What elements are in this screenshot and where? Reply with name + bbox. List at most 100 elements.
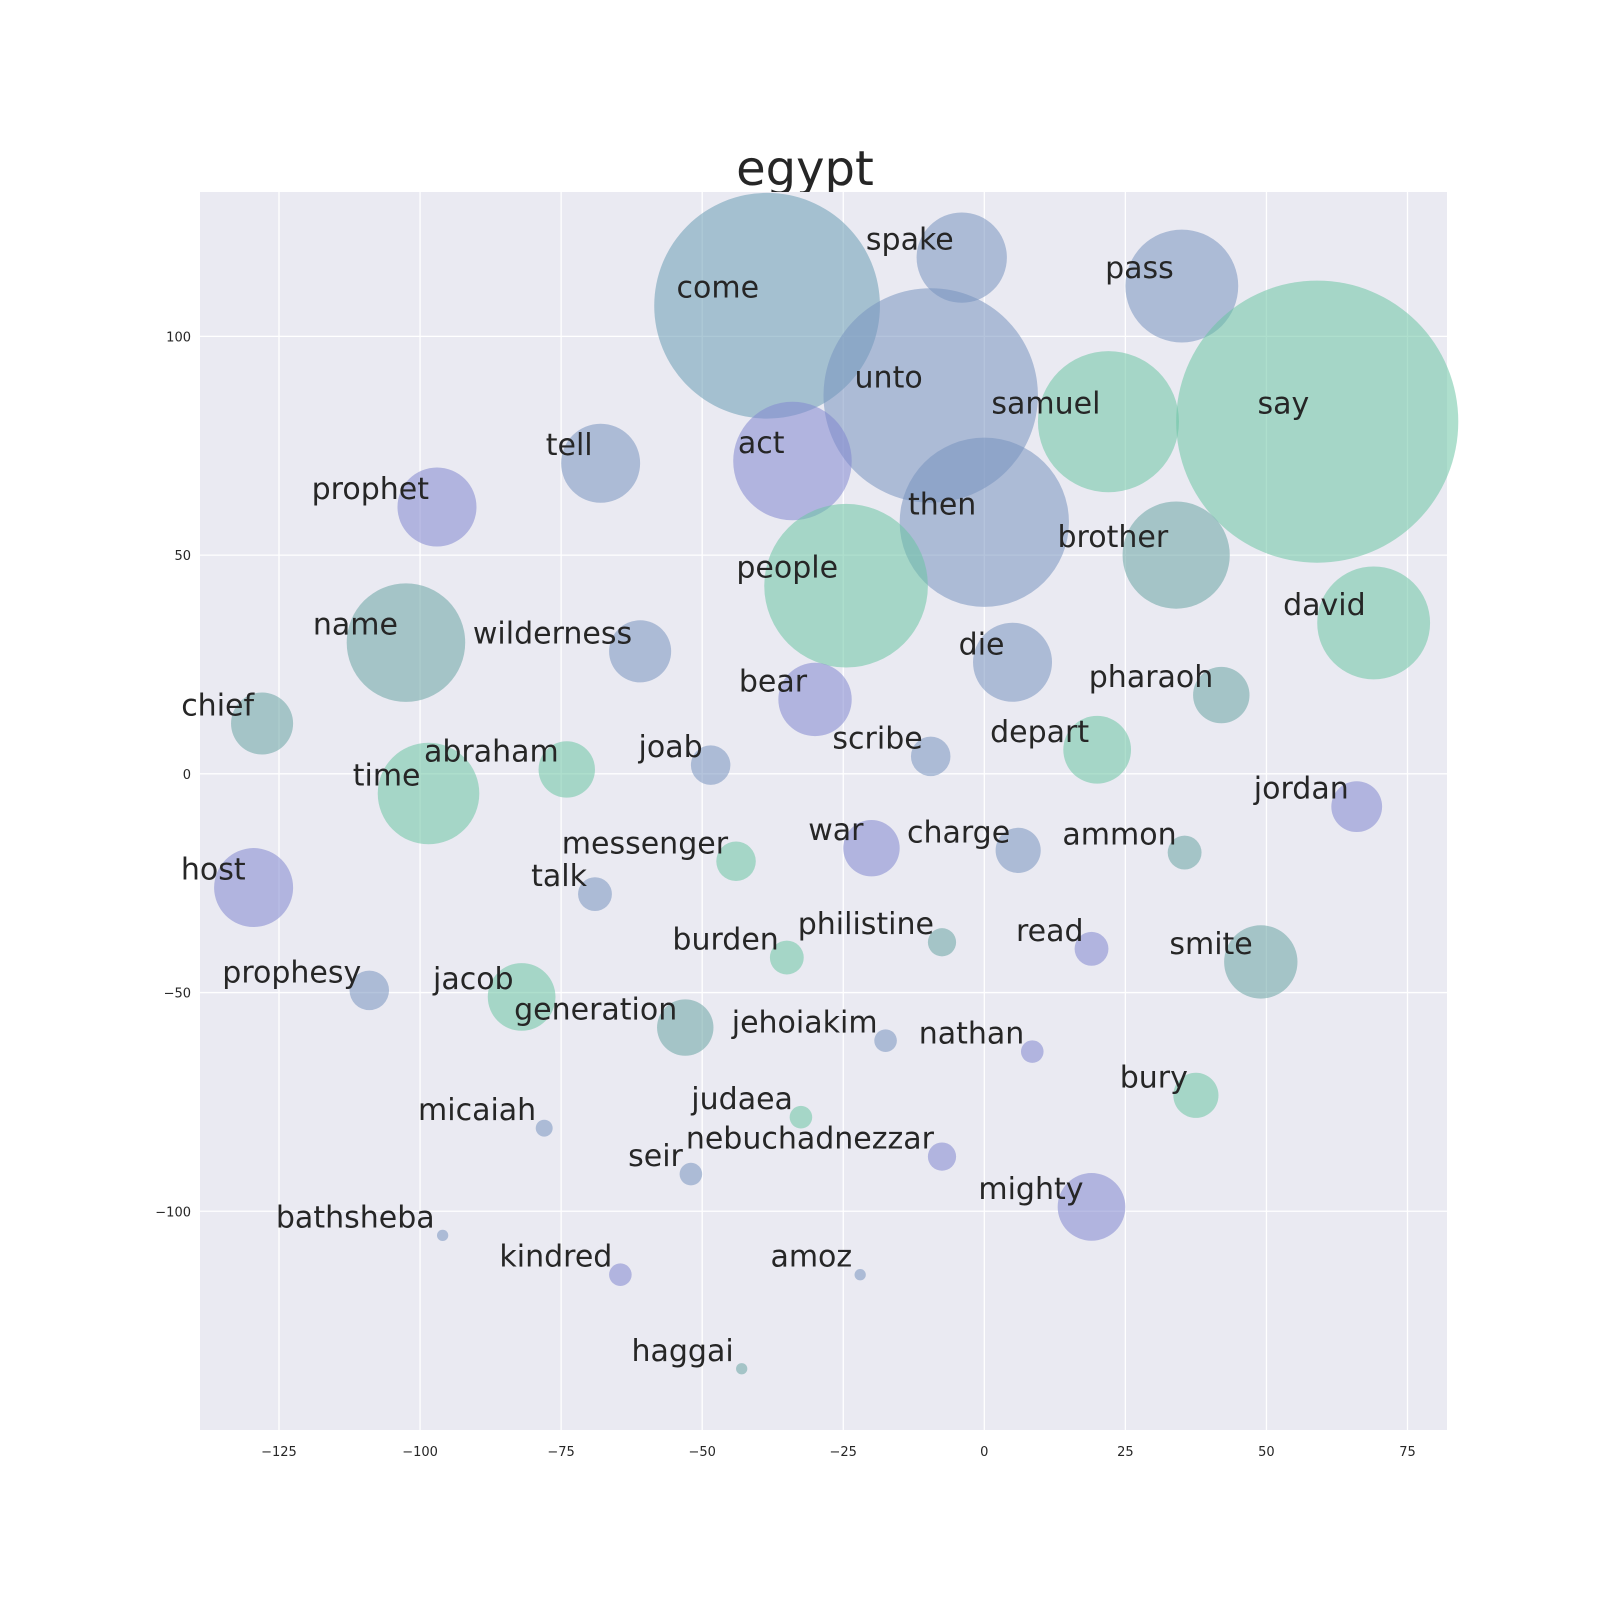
data-points xyxy=(214,192,1459,1375)
point-label-unto: unto xyxy=(855,360,923,395)
point-then xyxy=(899,437,1069,607)
point-wilderness xyxy=(609,620,672,683)
point-label-nathan: nathan xyxy=(919,1017,1025,1052)
point-label-amoz: amoz xyxy=(770,1240,852,1275)
point-bear xyxy=(778,662,852,737)
point-ammon xyxy=(1167,835,1202,870)
point-label-scribe: scribe xyxy=(832,721,922,756)
point-time xyxy=(377,742,480,845)
point-messenger xyxy=(716,841,756,882)
point-label-generation: generation xyxy=(514,993,677,1028)
point-brother xyxy=(1122,501,1230,609)
point-micaiah xyxy=(535,1119,553,1137)
point-label-then: then xyxy=(908,487,976,522)
y-tick-label: −50 xyxy=(164,987,191,1002)
point-label-burden: burden xyxy=(672,923,778,958)
point-label-prophesy: prophesy xyxy=(222,955,361,990)
point-bathsheba xyxy=(436,1229,449,1241)
point-pass xyxy=(1125,229,1239,343)
x-tick-label: −50 xyxy=(688,1445,715,1460)
point-label-judaea: judaea xyxy=(690,1082,793,1117)
y-axis-ticks: −100 −50 0 50 100 xyxy=(155,330,191,1220)
point-bury xyxy=(1173,1072,1219,1118)
point-label-say: say xyxy=(1257,387,1309,422)
point-label-prophet: prophet xyxy=(312,472,430,507)
point-label-haggai: haggai xyxy=(631,1334,733,1369)
point-label-pass: pass xyxy=(1105,251,1174,286)
x-tick-label: 50 xyxy=(1258,1445,1275,1460)
point-judaea xyxy=(789,1105,813,1129)
point-label-die: die xyxy=(959,627,1005,662)
point-mighty xyxy=(1057,1173,1126,1241)
point-war xyxy=(843,819,900,877)
chart-title: egypt xyxy=(736,141,874,197)
point-prophet xyxy=(397,467,477,547)
point-prophesy xyxy=(349,970,390,1011)
y-tick-label: 50 xyxy=(174,549,191,564)
point-people xyxy=(764,503,928,668)
point-smite xyxy=(1224,925,1298,999)
point-chief xyxy=(231,692,294,755)
point-label-samuel: samuel xyxy=(991,387,1100,422)
point-generation xyxy=(657,999,714,1056)
point-talk xyxy=(578,877,612,912)
x-tick-label: −25 xyxy=(830,1445,857,1460)
point-label-bathsheba: bathsheba xyxy=(276,1200,435,1235)
point-kindred xyxy=(609,1263,632,1286)
point-label-read: read xyxy=(1016,914,1084,949)
point-label-bear: bear xyxy=(739,664,808,699)
point-label-depart: depart xyxy=(990,715,1089,750)
point-label-kindred: kindred xyxy=(499,1240,612,1275)
point-label-wilderness: wilderness xyxy=(473,616,632,651)
x-tick-label: −75 xyxy=(547,1445,574,1460)
point-seir xyxy=(679,1162,703,1186)
point-label-come: come xyxy=(677,271,760,306)
point-label-chief: chief xyxy=(181,689,255,724)
point-david xyxy=(1317,566,1431,680)
point-jehoiakim xyxy=(874,1029,897,1052)
point-samuel xyxy=(1037,351,1179,493)
point-scribe xyxy=(910,736,951,777)
point-name xyxy=(346,583,466,702)
point-label-war: war xyxy=(808,813,864,848)
x-tick-label: 75 xyxy=(1399,1445,1416,1460)
point-jordan xyxy=(1331,781,1383,833)
point-label-brother: brother xyxy=(1058,520,1169,555)
point-label-people: people xyxy=(736,551,838,586)
point-label-micaiah: micaiah xyxy=(418,1093,536,1128)
point-spake xyxy=(916,212,1007,303)
point-tell xyxy=(561,423,641,503)
point-label-charge: charge xyxy=(907,815,1010,850)
point-label-smite: smite xyxy=(1169,927,1252,962)
point-label-jacob: jacob xyxy=(432,962,514,997)
point-label-bury: bury xyxy=(1120,1060,1188,1095)
point-label-messenger: messenger xyxy=(562,826,729,861)
point-label-talk: talk xyxy=(531,859,587,894)
x-axis-ticks: −125 −100 −75 −50 −25 0 25 50 75 xyxy=(261,1445,1416,1460)
point-come xyxy=(654,192,880,419)
point-label-joab: joab xyxy=(638,730,703,765)
point-label-seir: seir xyxy=(628,1139,683,1174)
point-label-jordan: jordan xyxy=(1253,772,1349,807)
point-charge xyxy=(995,827,1041,873)
point-label-mighty: mighty xyxy=(978,1172,1083,1207)
point-label-abraham: abraham xyxy=(424,734,559,769)
y-tick-label: −100 xyxy=(155,1205,191,1220)
x-tick-label: −100 xyxy=(402,1445,438,1460)
point-act xyxy=(733,401,852,521)
y-tick-label: 0 xyxy=(183,768,191,783)
point-label-host: host xyxy=(181,853,246,888)
point-label-philistine: philistine xyxy=(798,907,934,942)
point-label-nebuchadnezzar: nebuchadnezzar xyxy=(686,1122,935,1157)
point-label-pharaoh: pharaoh xyxy=(1089,660,1214,695)
point-label-act: act xyxy=(738,426,785,461)
point-amoz xyxy=(854,1269,866,1281)
point-nathan xyxy=(1020,1040,1044,1063)
x-tick-label: 0 xyxy=(980,1445,988,1460)
point-abraham xyxy=(538,741,595,798)
point-read xyxy=(1074,931,1109,966)
data-labels: come spake pass unto samuel say tell act prophet… xyxy=(181,223,1366,1369)
point-philistine xyxy=(927,928,957,957)
x-tick-label: −125 xyxy=(261,1445,297,1460)
point-label-tell: tell xyxy=(546,428,593,463)
